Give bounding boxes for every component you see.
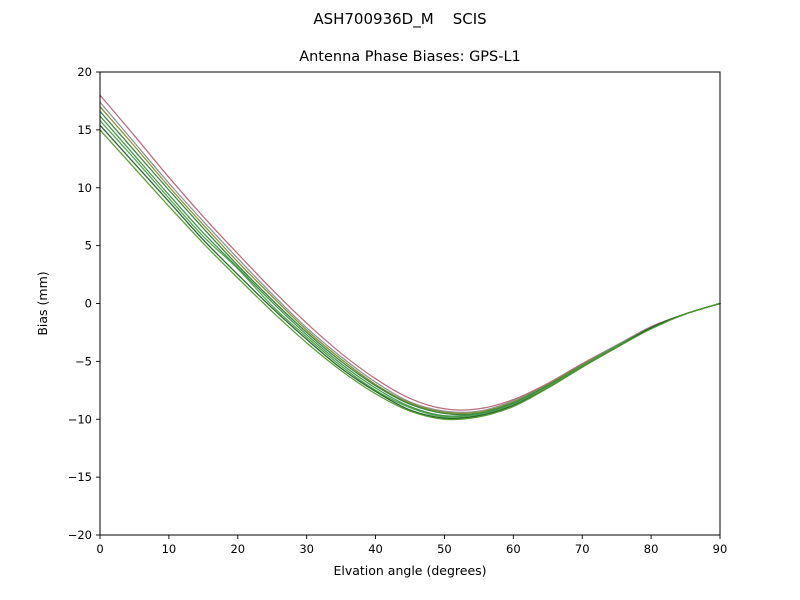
y-tick-label: 10 <box>77 181 92 195</box>
series-line-bias-set-1 <box>99 94 721 411</box>
y-tick-label: 5 <box>85 239 92 253</box>
series-line-bias-set-4 <box>99 110 721 416</box>
x-tick-label: 50 <box>437 542 452 556</box>
y-axis-label: Bias (mm) <box>35 271 50 335</box>
y-tick-label: −15 <box>68 470 92 484</box>
plot-border <box>99 71 721 536</box>
x-tick-label: 70 <box>575 542 590 556</box>
x-axis-label: Elvation angle (degrees) <box>333 563 486 578</box>
series-line-bias-set-5 <box>99 115 721 417</box>
y-tick-label: 0 <box>85 297 92 311</box>
series-line-bias-set-7 <box>99 124 721 420</box>
x-tick-label: 0 <box>96 542 103 556</box>
y-tick-label: 15 <box>77 123 92 137</box>
x-tick-label: 40 <box>368 542 383 556</box>
x-tick-label: 90 <box>713 542 728 556</box>
x-tick-label: 80 <box>644 542 659 556</box>
x-tick-label: 30 <box>299 542 314 556</box>
series-line-bias-set-8 <box>99 129 721 421</box>
series-line-bias-set-2 <box>99 101 721 413</box>
series-line-bias-set-6 <box>99 119 721 418</box>
x-tick-label: 60 <box>506 542 521 556</box>
y-tick-label: −20 <box>68 528 92 542</box>
y-tick-label: 20 <box>77 65 92 79</box>
x-tick-label: 10 <box>162 542 177 556</box>
y-tick-label: −5 <box>75 354 92 368</box>
chart-title: Antenna Phase Biases: GPS-L1 <box>299 49 521 65</box>
x-tick-label: 20 <box>230 542 245 556</box>
y-tick-label: −10 <box>68 412 92 426</box>
series-line-bias-set-3 <box>99 106 721 415</box>
figure-title: ASH700936D_M SCIS <box>313 10 487 28</box>
